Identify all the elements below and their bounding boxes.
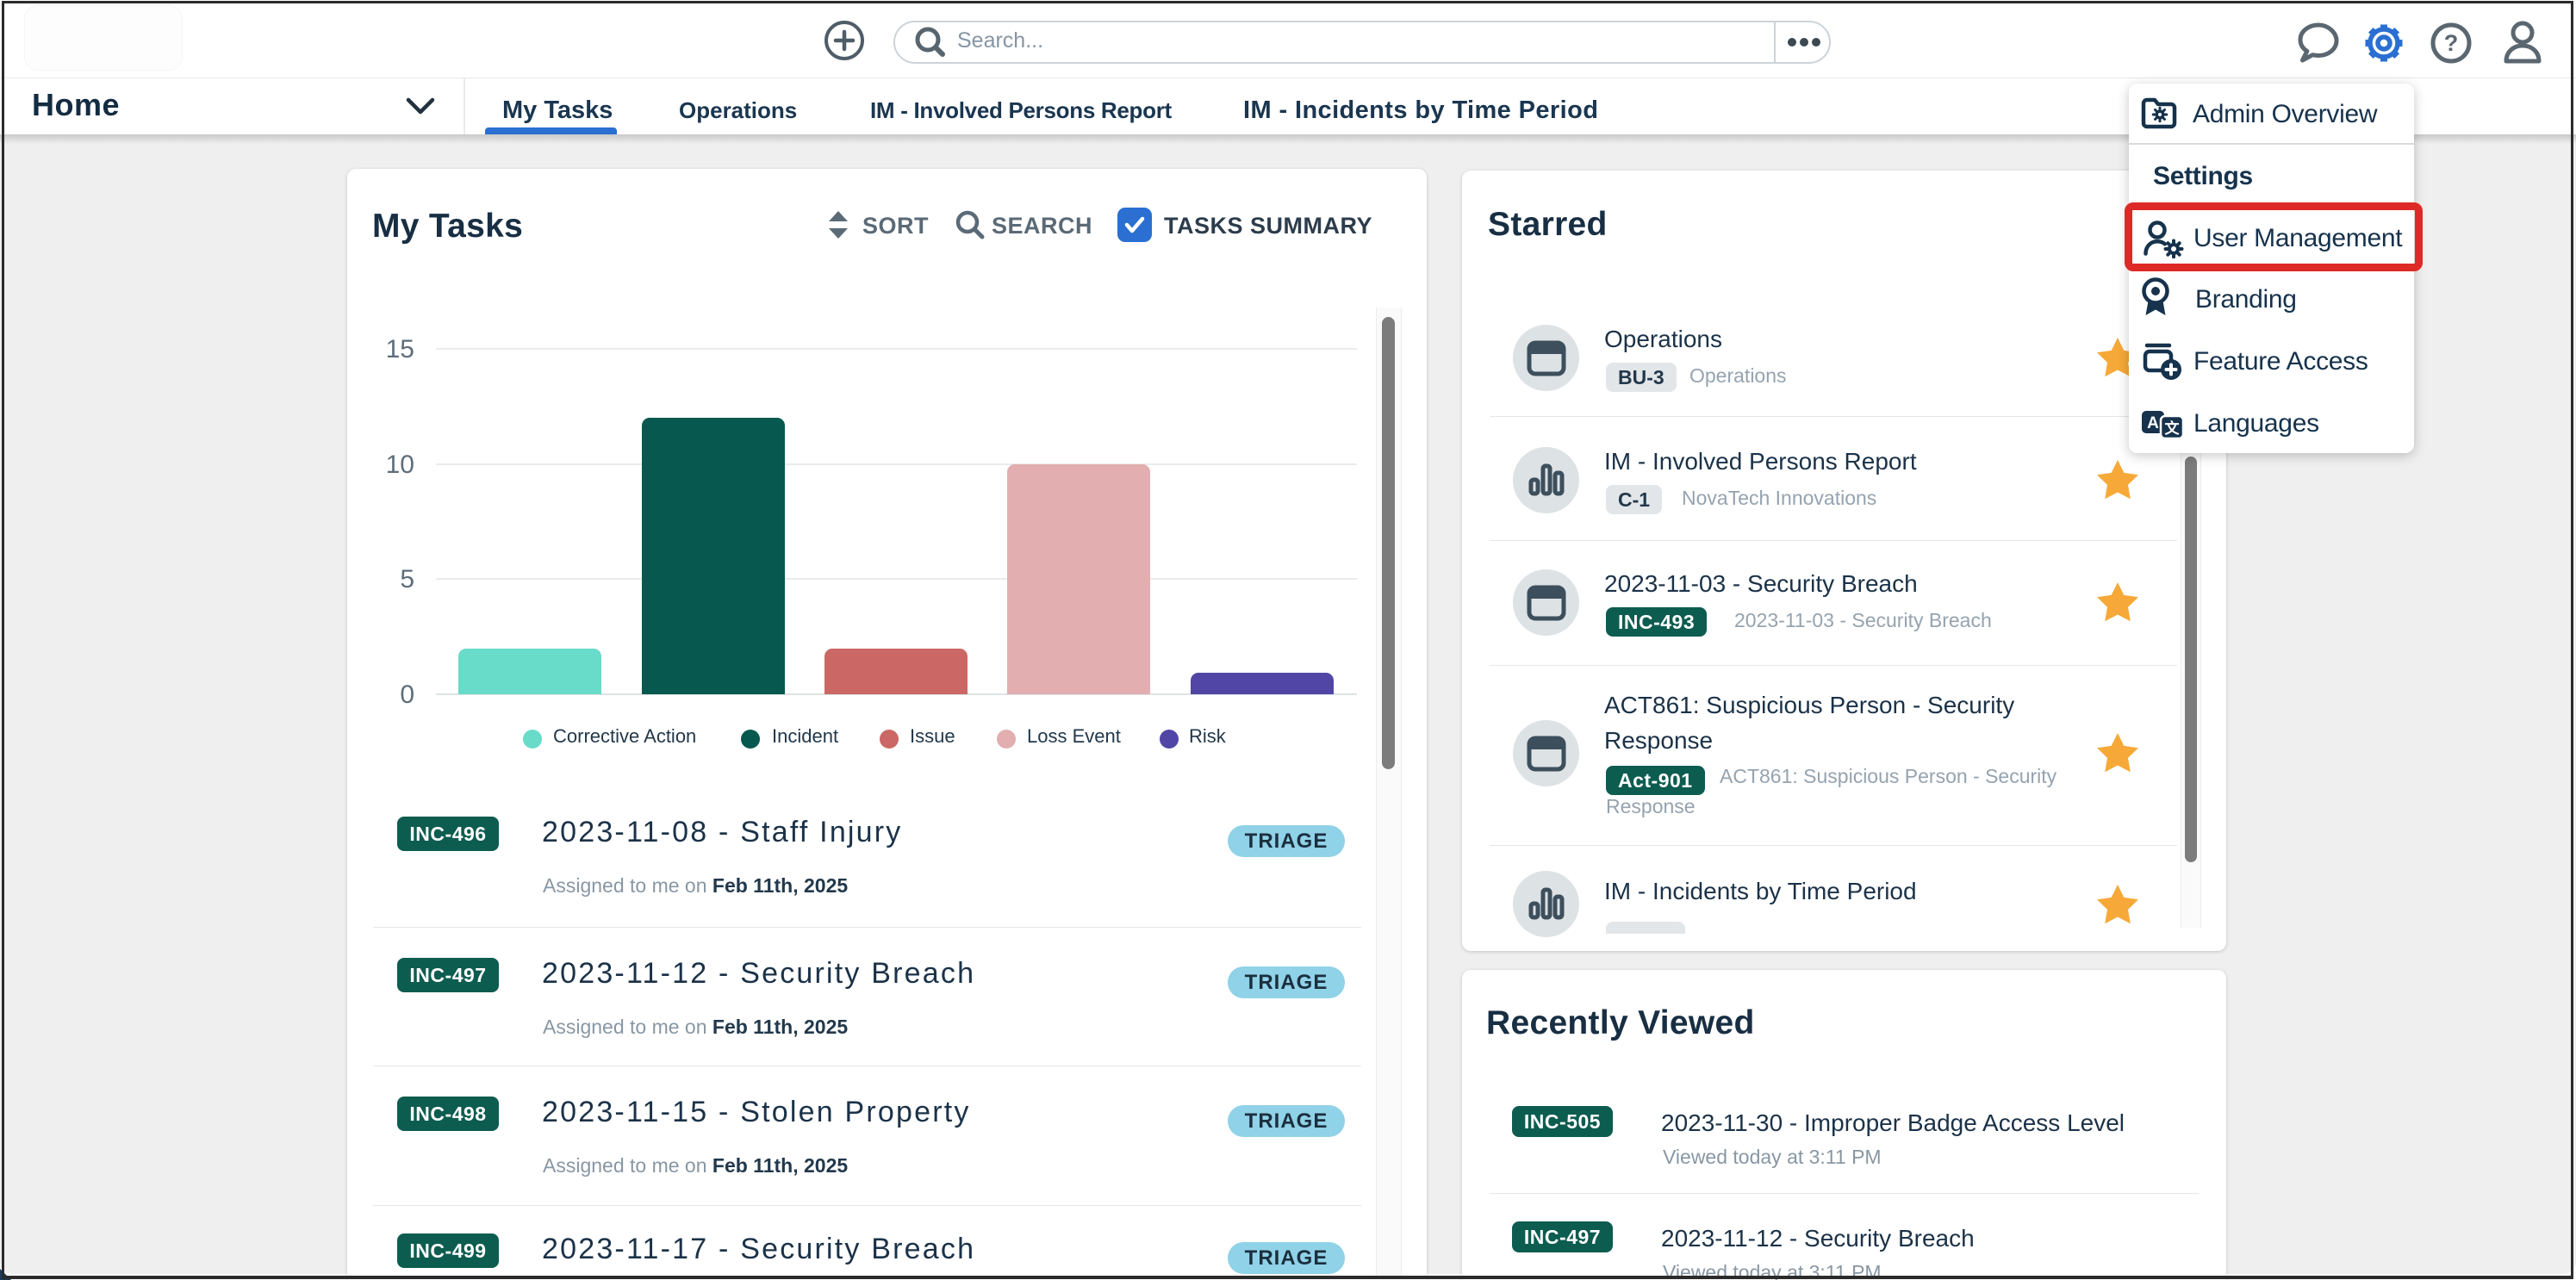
svg-text:文: 文: [2165, 419, 2181, 437]
svg-text:?: ?: [2444, 30, 2459, 56]
svg-text:A: A: [2147, 414, 2159, 432]
